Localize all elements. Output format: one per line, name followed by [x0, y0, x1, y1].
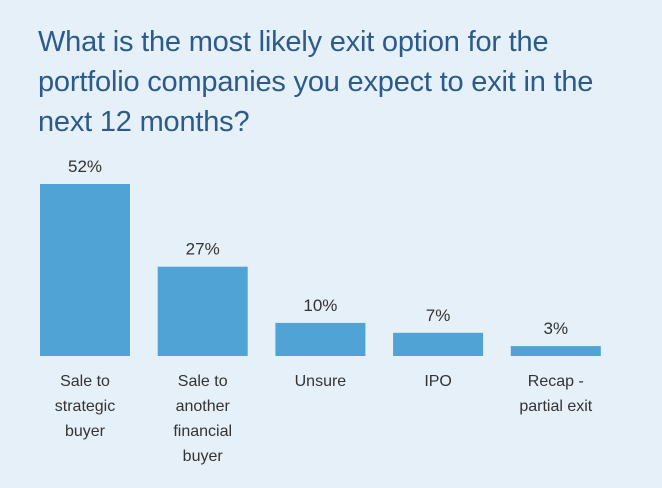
value-label-2: 10% [303, 296, 337, 315]
category-label-line: Unsure [295, 373, 347, 390]
bar-4 [510, 346, 601, 356]
category-label-line: Sale to [178, 373, 228, 390]
category-labels-group: Sale to strategic buyer Sale to another finan… [55, 373, 593, 465]
bar-2 [275, 322, 366, 356]
category-label-1: Sale to another financial buyer [173, 373, 232, 465]
chart-title: What is the most likely exit option for … [38, 26, 594, 138]
bar-0 [40, 184, 130, 356]
category-label-4: Recap - partial exit [519, 373, 592, 415]
value-label-0: 52% [68, 157, 102, 176]
category-label-line: IPO [424, 373, 452, 390]
value-label-4: 3% [544, 319, 569, 338]
category-label-line: partial exit [519, 398, 592, 415]
category-label-line: Sale to [60, 373, 110, 390]
category-label-line: buyer [183, 448, 224, 465]
bars-group [40, 184, 601, 356]
value-label-3: 7% [426, 306, 451, 325]
category-label-3: IPO [424, 373, 452, 390]
bar-3 [393, 332, 484, 356]
value-label-1: 27% [186, 240, 220, 259]
category-label-line: Recap - [528, 373, 584, 390]
category-label-line: another [176, 398, 231, 415]
category-label-2: Unsure [295, 373, 347, 390]
bar-1 [157, 266, 248, 356]
category-label-line: strategic [55, 398, 115, 415]
category-label-line: buyer [65, 423, 106, 440]
category-label-0: Sale to strategic buyer [55, 373, 115, 440]
category-label-line: financial [173, 423, 232, 440]
value-labels-group: 52% 27% 10% 7% 3% [68, 157, 568, 338]
